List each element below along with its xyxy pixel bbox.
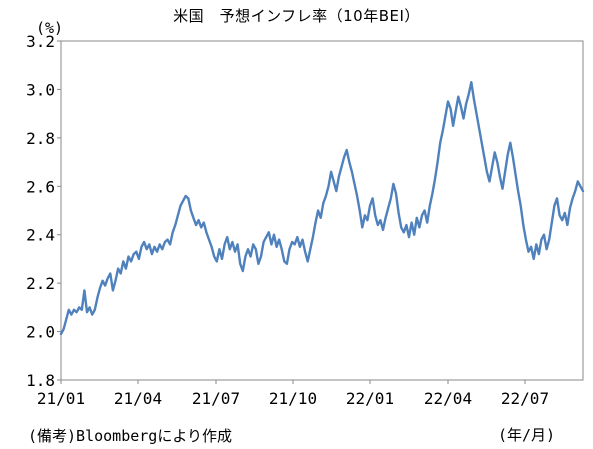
y-tick-label: 2.0 [26,323,55,342]
chart-title: 米国 予想インフレ率（10年BEI） [173,7,420,25]
y-unit-label: (%) [36,19,64,37]
y-tick-label: 2.2 [26,274,55,293]
x-unit-label: (年/月) [498,426,556,444]
y-tick-label: 2.8 [26,129,55,148]
y-tick-label: 1.8 [26,371,55,390]
x-tick-label: 21/01 [37,389,85,408]
x-tick-label: 21/07 [192,389,240,408]
y-tick-label: 2.4 [26,226,55,245]
y-tick-label: 3.2 [26,32,55,51]
x-tick-label: 21/04 [114,389,162,408]
x-tick-label: 22/01 [346,389,394,408]
x-tick-label: 22/07 [501,389,549,408]
x-tick-label: 22/04 [424,389,472,408]
y-axis: 1.8 2.0 2.2 2.4 2.6 2.8 3.0 3.2 [26,32,61,390]
x-axis: 21/01 21/04 21/07 21/10 22/01 22/04 22/07 [37,380,549,408]
source-note: (備考)Bloombergにより作成 [28,427,233,445]
y-tick-label: 2.6 [26,177,55,196]
series-line-bei [59,81,585,336]
y-tick-label: 3.0 [26,80,55,99]
x-tick-label: 21/10 [269,389,317,408]
